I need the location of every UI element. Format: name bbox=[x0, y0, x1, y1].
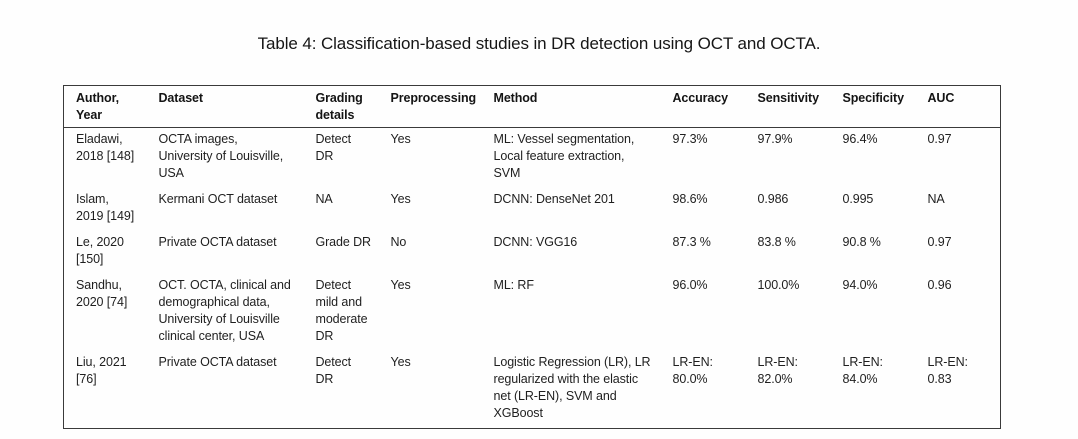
column-header-grading-details: Grading details bbox=[303, 85, 379, 128]
column-header-method: Method bbox=[481, 85, 661, 128]
cell-author: Liu, 2021 [76] bbox=[76, 355, 127, 386]
cell-accuracy: 87.3 % bbox=[672, 235, 711, 249]
cell-author: Le, 2020 [150] bbox=[76, 235, 124, 266]
cell-accuracy: 98.6% bbox=[672, 192, 708, 206]
row-eladawi-2018: Eladawi, 2018 [148] OCTA images, Univers… bbox=[64, 128, 1001, 189]
cell-sensitivity: 0.986 bbox=[757, 192, 789, 206]
cell-dataset: OCTA images, University of Louisville, U… bbox=[158, 132, 284, 180]
cell-sensitivity: 97.9% bbox=[757, 132, 793, 146]
row-liu-2021: Liu, 2021 [76] Private OCTA dataset Dete… bbox=[64, 351, 1001, 429]
row-islam-2019: Islam, 2019 [149] Kermani OCT dataset NA… bbox=[64, 188, 1001, 231]
column-header-auc: AUC bbox=[915, 85, 1001, 128]
cell-grading: Detect DR bbox=[315, 132, 352, 163]
cell-method: DCNN: DenseNet 201 bbox=[493, 192, 615, 206]
cell-method: ML: RF bbox=[493, 278, 534, 292]
column-header-accuracy: Accuracy bbox=[660, 85, 746, 128]
column-header-author-year: Author, Year bbox=[63, 85, 147, 128]
cell-method: Logistic Regression (LR), LR regularized… bbox=[493, 355, 651, 420]
cell-auc: LR-EN: 0.83 bbox=[927, 355, 968, 386]
cell-specificity: 0.995 bbox=[842, 192, 874, 206]
cell-preprocessing: Yes bbox=[390, 192, 411, 206]
cell-preprocessing: Yes bbox=[390, 132, 411, 146]
cell-dataset: Kermani OCT dataset bbox=[158, 192, 278, 206]
cell-auc: NA bbox=[927, 192, 945, 206]
cell-accuracy: 97.3% bbox=[672, 132, 708, 146]
cell-auc: 0.96 bbox=[927, 278, 952, 292]
cell-preprocessing: Yes bbox=[390, 278, 411, 292]
column-header-specificity: Specificity bbox=[830, 85, 916, 128]
cell-auc: 0.97 bbox=[927, 132, 952, 146]
cell-method: DCNN: VGG16 bbox=[493, 235, 578, 249]
cell-sensitivity: 83.8 % bbox=[757, 235, 796, 249]
cell-specificity: LR-EN: 84.0% bbox=[842, 355, 883, 386]
cell-dataset: OCT. OCTA, clinical and demographical da… bbox=[158, 278, 291, 343]
column-header-preprocessing: Preprocessing bbox=[378, 85, 482, 128]
cell-specificity: 90.8 % bbox=[842, 235, 881, 249]
cell-preprocessing: No bbox=[390, 235, 407, 249]
studies-table: Author, Year Dataset Grading details Pre… bbox=[63, 85, 1001, 429]
cell-sensitivity: LR-EN: 82.0% bbox=[757, 355, 798, 386]
column-header-sensitivity: Sensitivity bbox=[745, 85, 831, 128]
cell-accuracy: 96.0% bbox=[672, 278, 708, 292]
row-sandhu-2020: Sandhu, 2020 [74] OCT. OCTA, clinical an… bbox=[64, 274, 1001, 351]
header-row: Author, Year Dataset Grading details Pre… bbox=[63, 85, 1001, 128]
cell-grading: Detect DR bbox=[315, 355, 352, 386]
cell-preprocessing: Yes bbox=[390, 355, 411, 369]
cell-specificity: 94.0% bbox=[842, 278, 878, 292]
column-header-dataset: Dataset bbox=[146, 85, 304, 128]
cell-auc: 0.97 bbox=[927, 235, 952, 249]
cell-sensitivity: 100.0% bbox=[757, 278, 800, 292]
table-caption: Table 4: Classification-based studies in… bbox=[257, 34, 821, 53]
cell-dataset: Private OCTA dataset bbox=[158, 355, 277, 369]
row-le-2020: Le, 2020 [150] Private OCTA dataset Grad… bbox=[64, 231, 1001, 274]
cell-method: ML: Vessel segmentation, Local feature e… bbox=[493, 132, 635, 180]
cell-specificity: 96.4% bbox=[842, 132, 878, 146]
cell-author: Islam, 2019 [149] bbox=[76, 192, 135, 223]
cell-grading: Grade DR bbox=[315, 235, 372, 249]
cell-author: Eladawi, 2018 [148] bbox=[76, 132, 135, 163]
cell-grading: NA bbox=[315, 192, 333, 206]
cell-grading: Detect mild and moderate DR bbox=[315, 278, 368, 343]
cell-dataset: Private OCTA dataset bbox=[158, 235, 277, 249]
cell-accuracy: LR-EN: 80.0% bbox=[672, 355, 713, 386]
cell-author: Sandhu, 2020 [74] bbox=[76, 278, 128, 309]
